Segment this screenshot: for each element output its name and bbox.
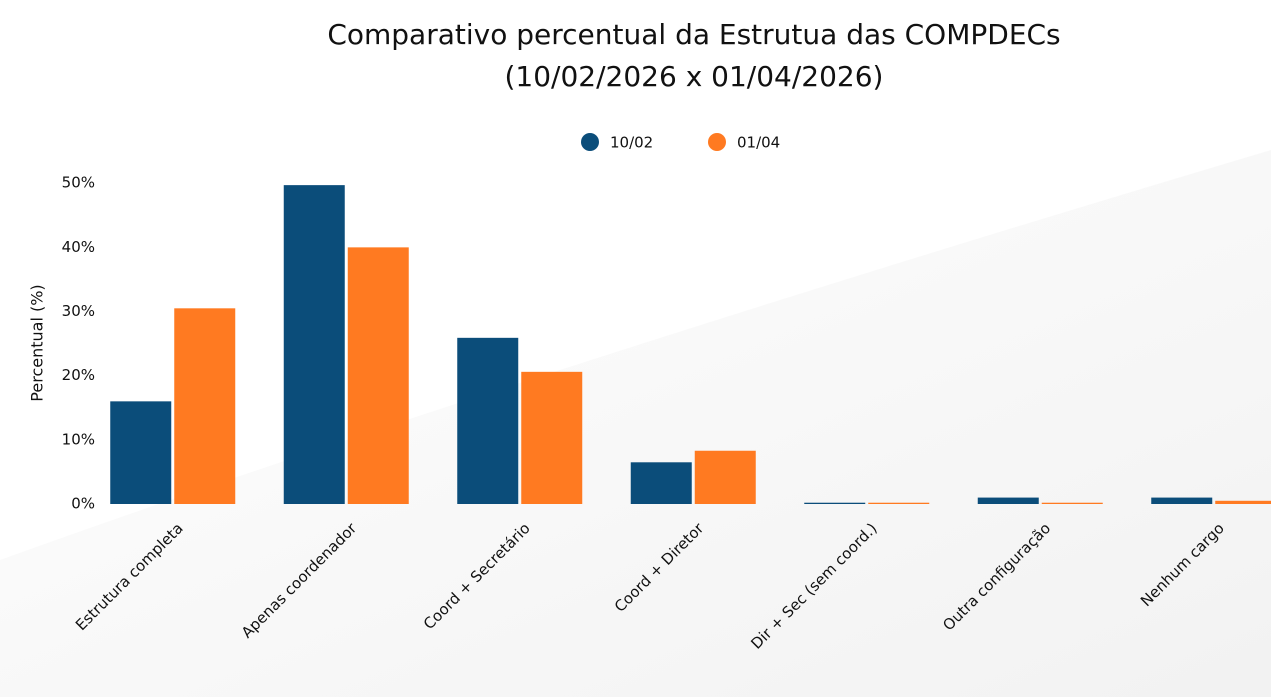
legend-label: 10/02 <box>610 134 653 152</box>
bar <box>110 401 172 504</box>
bar <box>1041 502 1103 504</box>
chart-title: Comparativo percentual da Estrutua das C… <box>327 18 1060 51</box>
bar <box>283 185 345 504</box>
chart-subtitle: (10/02/2026 x 01/04/2026) <box>505 60 884 93</box>
y-tick-label: 40% <box>62 238 95 256</box>
bar <box>977 497 1039 504</box>
bar <box>174 308 236 504</box>
bar <box>630 462 692 504</box>
bar <box>804 502 866 504</box>
y-tick-label: 0% <box>71 495 95 513</box>
y-tick-label: 10% <box>62 430 95 448</box>
y-axis-label: Percentual (%) <box>28 284 47 401</box>
y-tick-label: 30% <box>62 302 95 320</box>
legend-swatch <box>708 133 726 151</box>
bar <box>868 502 930 504</box>
bar <box>1151 497 1213 504</box>
y-tick-label: 20% <box>62 366 95 384</box>
bar <box>521 371 583 504</box>
legend-swatch <box>581 133 599 151</box>
legend-label: 01/04 <box>737 134 780 152</box>
bar <box>347 247 409 504</box>
bar <box>694 450 756 504</box>
bar <box>457 337 519 504</box>
background-swoosh <box>0 150 1271 697</box>
bar <box>1215 500 1271 504</box>
y-tick-label: 50% <box>62 174 95 192</box>
